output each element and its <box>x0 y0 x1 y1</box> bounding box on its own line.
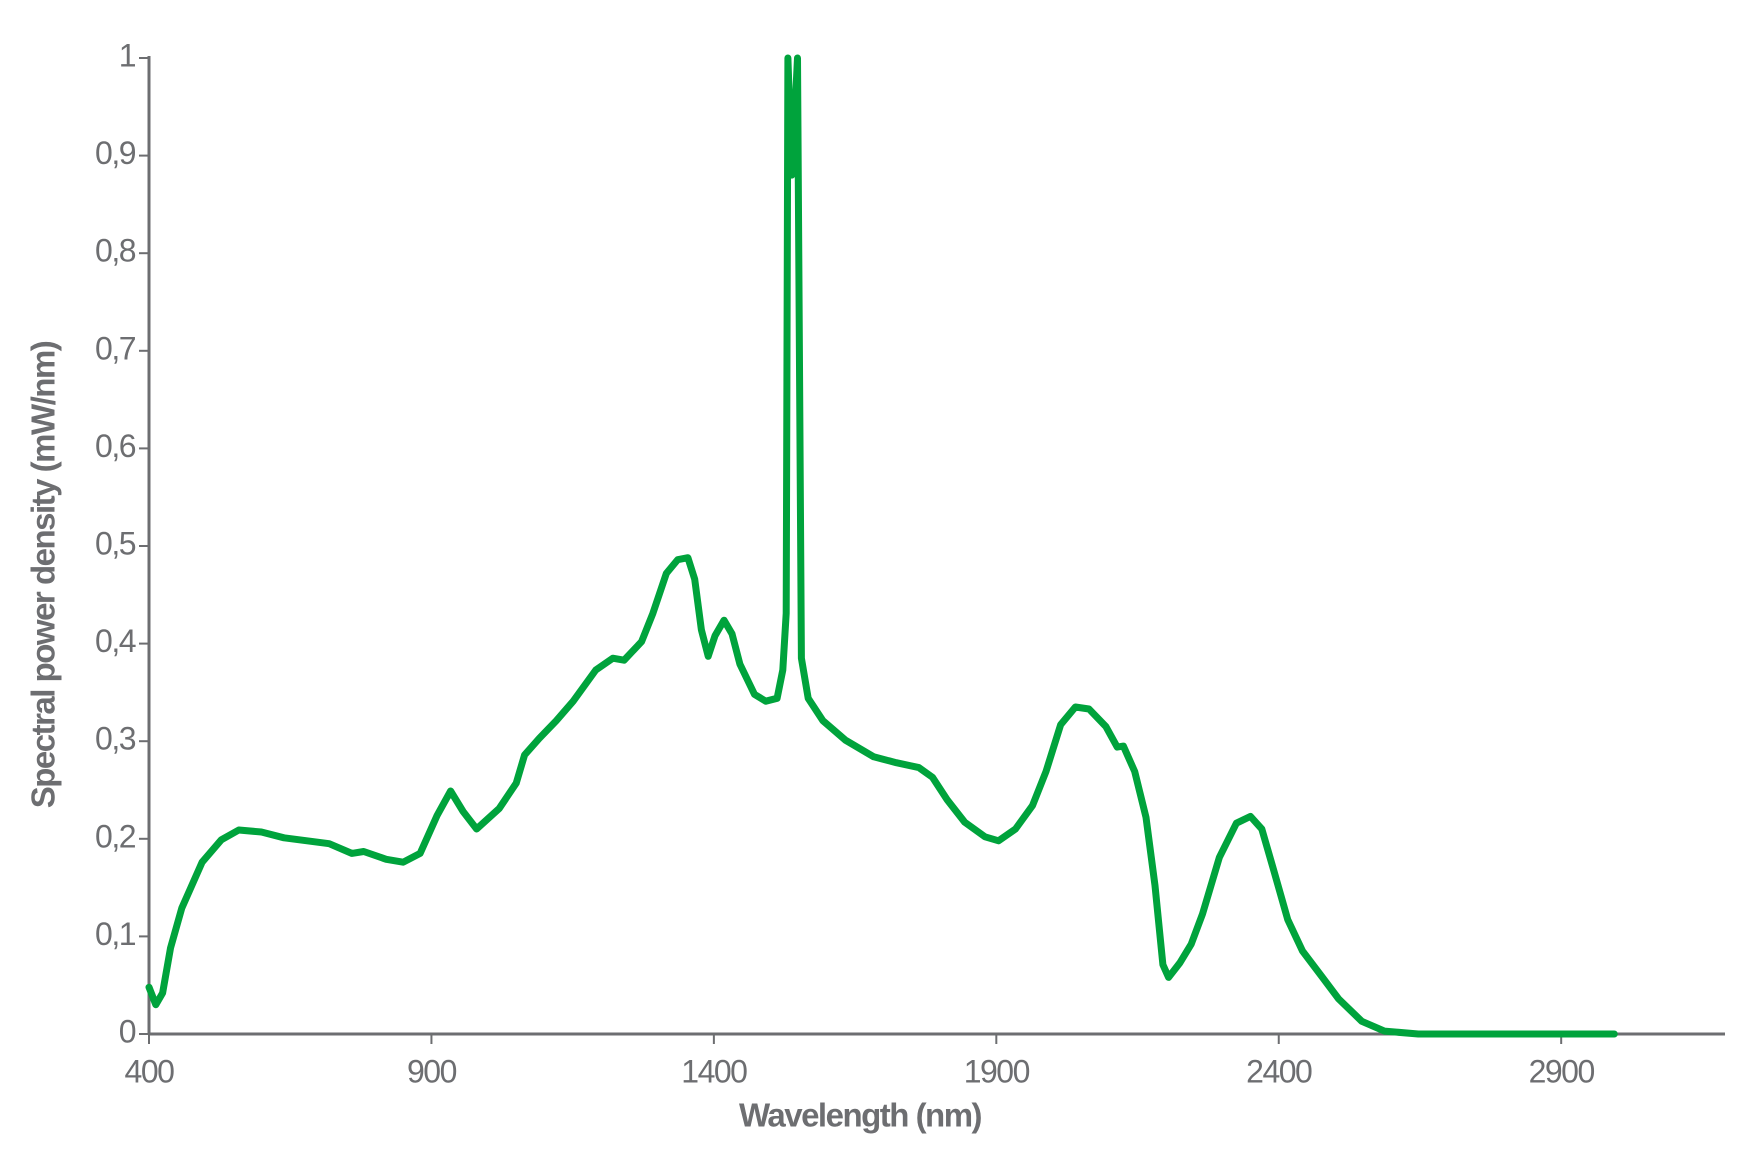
y-tick-label: 0,5 <box>95 525 136 561</box>
y-tick-label: 0,4 <box>95 623 136 659</box>
y-axis-title: Spectral power density (mW/nm) <box>25 341 62 808</box>
x-tick-label: 1400 <box>681 1053 747 1089</box>
y-tick-label: 0,2 <box>95 818 136 854</box>
y-tick-label: 0,3 <box>95 721 136 757</box>
x-tick-label: 2900 <box>1529 1053 1595 1089</box>
x-axis-title: Wavelength (nm) <box>739 1097 982 1134</box>
y-tick-label: 0,1 <box>95 916 136 952</box>
y-tick-label: 0,8 <box>95 233 136 269</box>
x-tick-label: 1900 <box>964 1053 1030 1089</box>
x-tick-label: 900 <box>407 1053 457 1089</box>
y-tick-label: 0,9 <box>95 135 136 171</box>
y-tick-label: 0,6 <box>95 428 136 464</box>
y-tick-label: 1 <box>119 37 136 73</box>
x-tick-label: 400 <box>125 1053 175 1089</box>
x-tick-label: 2400 <box>1246 1053 1312 1089</box>
data-line <box>145 54 1618 1038</box>
y-tick-label: 0,7 <box>95 330 136 366</box>
y-tick-label: 0 <box>119 1013 136 1049</box>
